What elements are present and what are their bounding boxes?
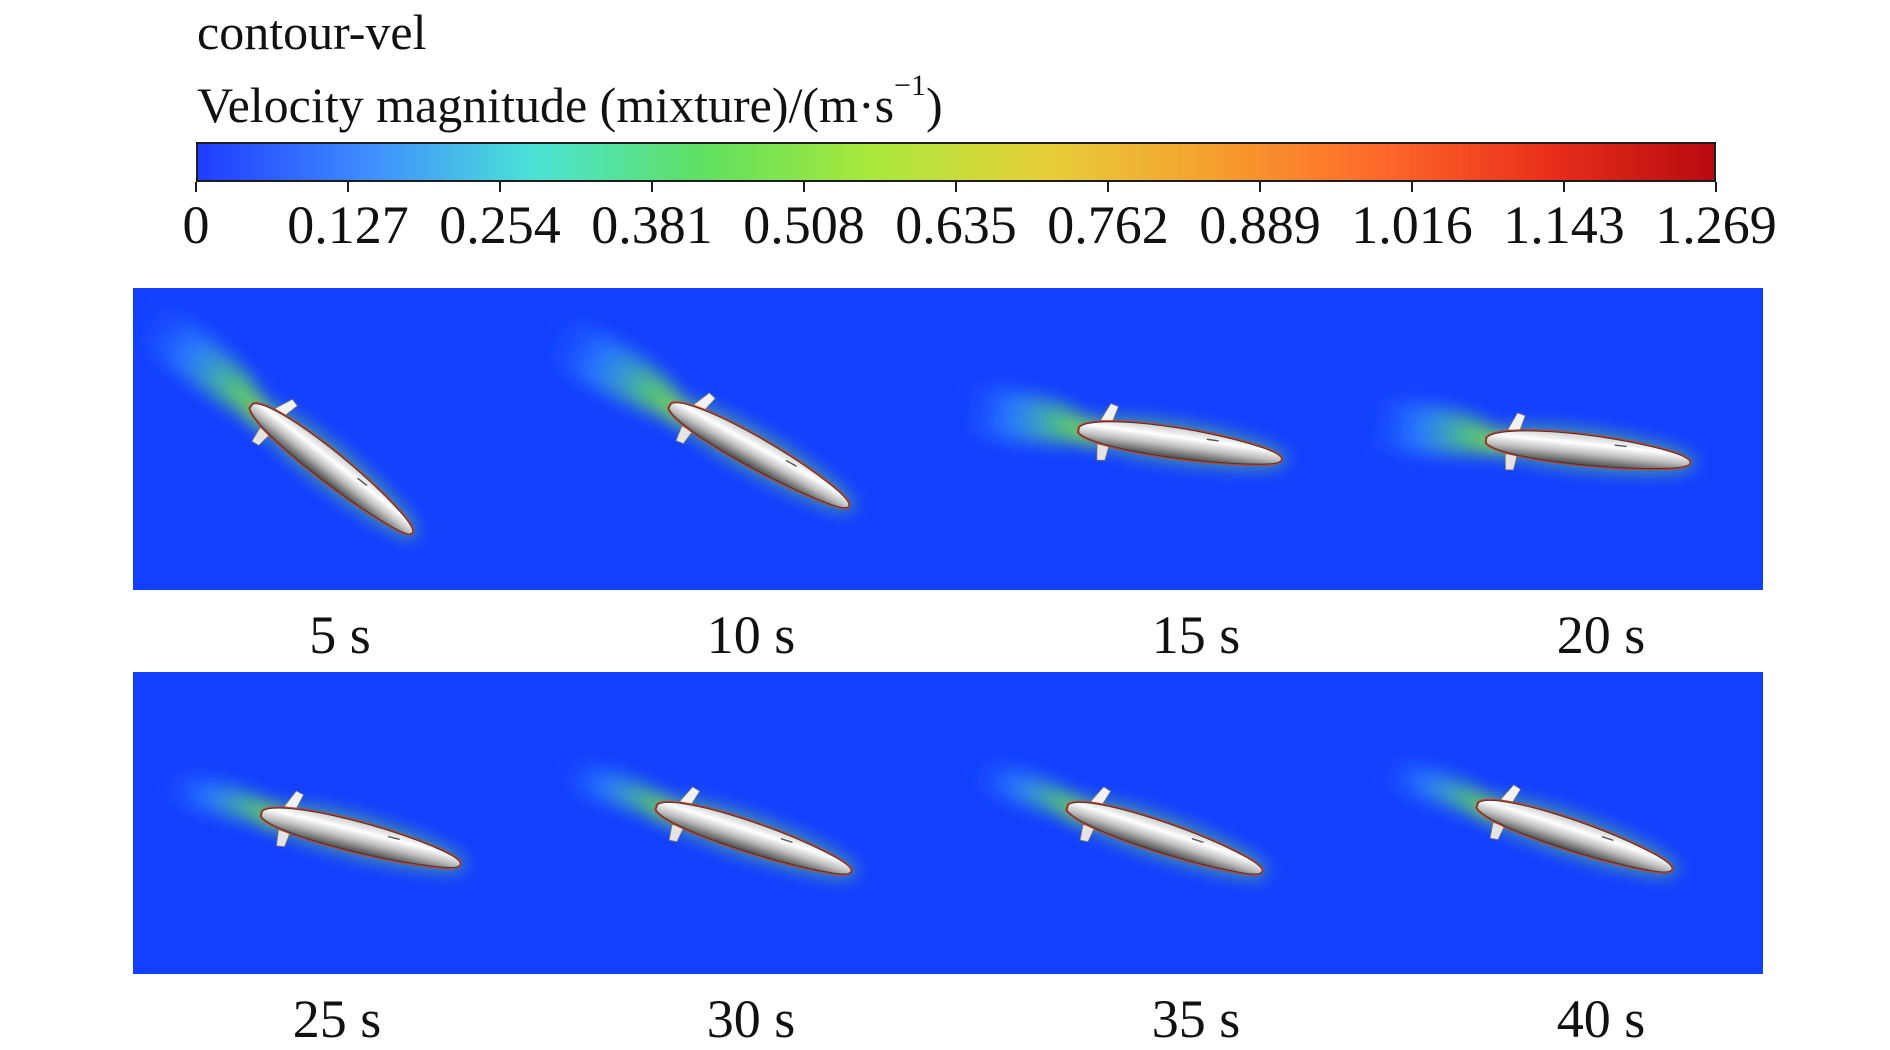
vehicle-hull <box>1485 430 1691 470</box>
legend-variable-label: Velocity magnitude (mixture)/(m·s−1) <box>197 71 943 133</box>
panel-15s <box>948 288 1356 590</box>
colorbar-tick-label: 1.143 <box>1503 195 1625 255</box>
colorbar-tick-label: 0.889 <box>1199 195 1321 255</box>
panel-35s <box>948 672 1356 974</box>
velocity-contour-panel <box>551 755 857 878</box>
vehicle-group <box>155 768 466 871</box>
vehicle-group <box>962 755 1268 878</box>
panel-25s <box>133 672 541 974</box>
colorbar-tick-label: 0.127 <box>287 195 409 255</box>
wake-plume <box>155 768 288 828</box>
colorbar-tick-mark <box>499 182 501 192</box>
wake-plume <box>1357 396 1514 454</box>
vehicle-hull <box>260 807 461 868</box>
colorbar-tick-label: 0.381 <box>591 195 713 255</box>
time-label: 35 s <box>1151 989 1241 1049</box>
hull-mark <box>387 835 400 841</box>
colorbar-tick-label: 0.254 <box>439 195 561 255</box>
velocity-contour-panel <box>962 755 1268 878</box>
hull-mark <box>1191 837 1204 844</box>
wake-plume <box>540 307 691 427</box>
wake-plume <box>962 755 1092 823</box>
hull-mark <box>357 477 368 487</box>
wake-plume <box>133 293 269 430</box>
hull-mark <box>785 459 797 467</box>
vehicle-hull <box>249 403 414 535</box>
hull-mark <box>780 837 793 844</box>
hull-mark <box>1601 835 1614 842</box>
colorbar-tick-mark <box>955 182 957 192</box>
colorbar <box>196 142 1716 182</box>
panel-20s <box>1356 288 1764 590</box>
panel-row-bottom <box>133 672 1763 974</box>
colorbar-tick-label: 1.269 <box>1655 195 1777 255</box>
legend-unit-close: ) <box>925 77 943 133</box>
legend-variable-text: Velocity magnitude (mixture)/(m·s <box>197 77 895 133</box>
legend-title: contour-vel <box>197 4 427 60</box>
panel-5s <box>133 288 541 590</box>
time-label: 20 s <box>1556 605 1646 665</box>
velocity-contour-panel <box>1372 753 1678 876</box>
vehicle-group <box>133 293 418 539</box>
velocity-contour-panel <box>155 768 466 871</box>
hull-mark <box>1206 438 1219 442</box>
vehicle-hull <box>1475 799 1673 873</box>
colorbar-tick-mark <box>803 182 805 192</box>
panel-row-top <box>133 288 1763 590</box>
vehicle-group <box>540 307 854 512</box>
velocity-contour-panel <box>540 307 854 512</box>
colorbar-tick-mark <box>1107 182 1109 192</box>
lower-fin <box>1504 453 1518 471</box>
vehicle-group <box>950 381 1288 468</box>
time-label: 5 s <box>309 605 371 665</box>
vehicle-hull <box>1078 421 1283 465</box>
vehicle-hull <box>654 801 852 875</box>
velocity-contour-panel <box>133 293 418 539</box>
time-label: 40 s <box>1556 989 1646 1049</box>
colorbar-tick-mark <box>195 182 197 192</box>
colorbar-tick-mark <box>1411 182 1413 192</box>
vehicle-group <box>1357 396 1696 473</box>
panel-10s <box>540 288 949 590</box>
colorbar-tick-mark <box>347 182 349 192</box>
wake-plume <box>950 381 1106 443</box>
colorbar-tick-mark <box>1715 182 1717 192</box>
time-label: 25 s <box>292 989 382 1049</box>
time-label: 15 s <box>1151 605 1241 665</box>
velocity-contour-panel <box>1357 396 1696 473</box>
colorbar-tick-label: 0.762 <box>1047 195 1169 255</box>
velocity-contour-panel <box>950 381 1288 468</box>
vehicle-group <box>551 755 857 878</box>
colorbar-tick-label: 0.635 <box>895 195 1017 255</box>
time-label: 30 s <box>706 989 796 1049</box>
colorbar-tick-mark <box>651 182 653 192</box>
vehicle-hull <box>667 402 849 508</box>
wake-plume <box>551 755 681 823</box>
colorbar-tick-mark <box>1259 182 1261 192</box>
panel-40s <box>1356 672 1764 974</box>
hull-mark <box>1614 444 1627 448</box>
colorbar-tick-label: 0 <box>182 195 210 255</box>
colorbar-tick-mark <box>1563 182 1565 192</box>
wake-plume <box>1372 753 1502 821</box>
legend-unit-exponent: −1 <box>894 69 926 102</box>
time-label: 10 s <box>706 605 796 665</box>
vehicle-group <box>1372 753 1678 876</box>
colorbar-tick-label: 1.016 <box>1351 195 1473 255</box>
panel-30s <box>541 672 949 974</box>
colorbar-tick-label: 0.508 <box>743 195 865 255</box>
vehicle-hull <box>1066 801 1263 875</box>
